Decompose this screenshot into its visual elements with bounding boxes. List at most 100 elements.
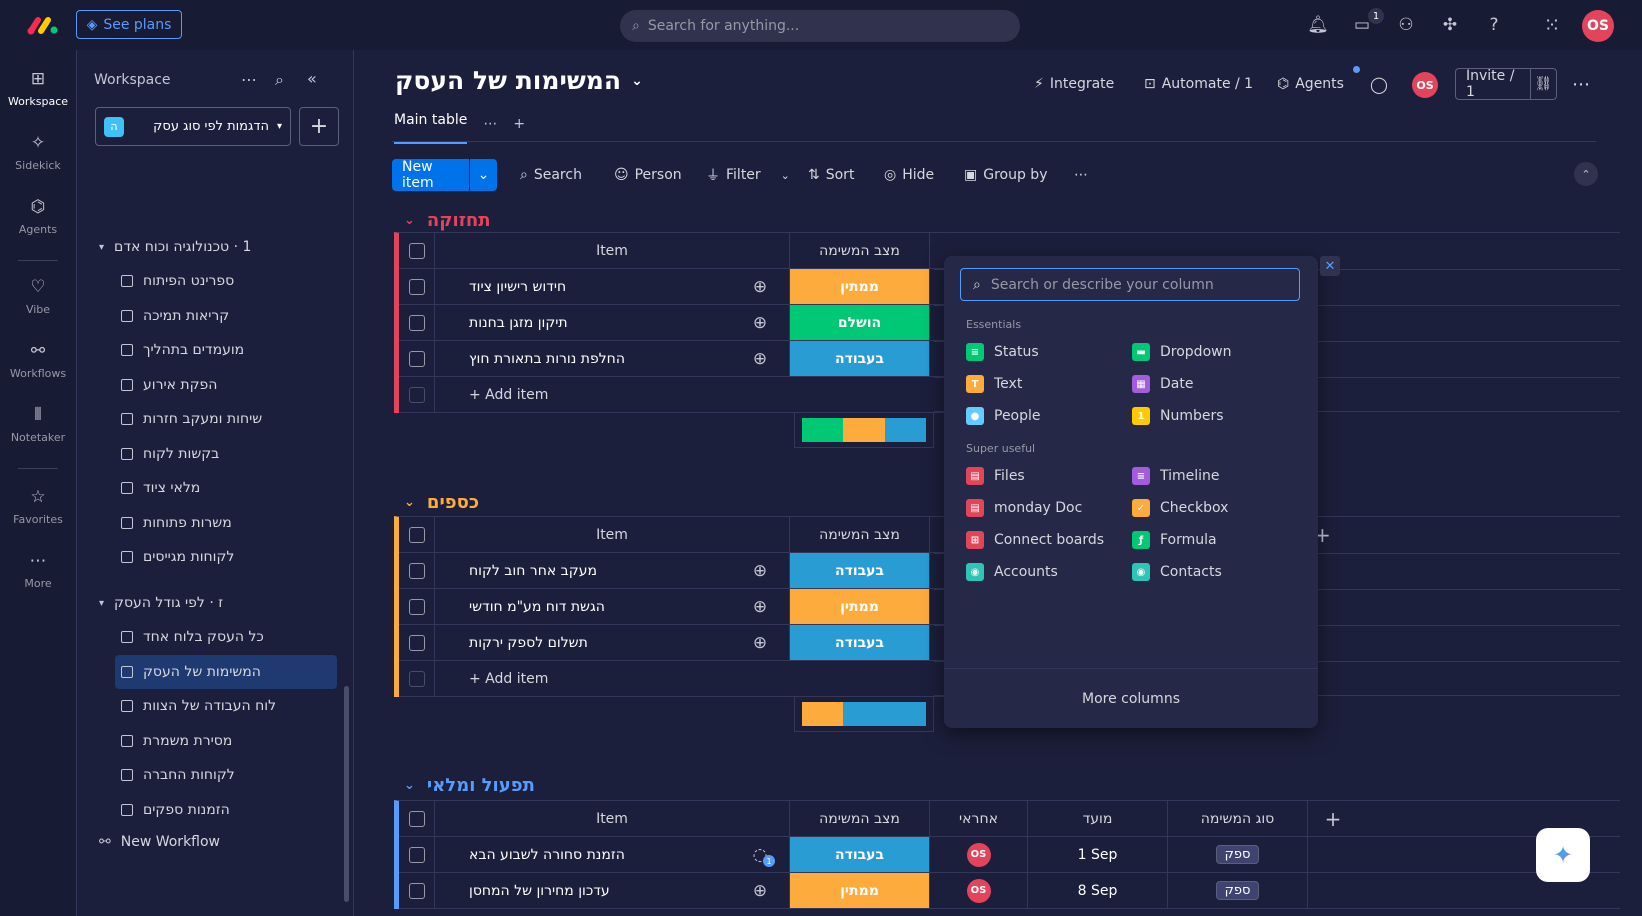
apps-puzzle-icon[interactable]: ✣ <box>1442 15 1458 35</box>
row-checkbox[interactable] <box>408 562 425 579</box>
board-menu-icon[interactable]: ⋯ <box>1572 73 1590 95</box>
global-search-input[interactable]: ⌕ Search for anything... <box>620 10 1020 42</box>
column-type-accounts[interactable]: ◉ Accounts <box>966 558 1058 586</box>
row-checkbox-cell[interactable] <box>399 341 435 376</box>
tab-options-icon[interactable]: ⋯ <box>483 116 498 132</box>
sidebar-board-item[interactable]: מסירת משמרת <box>107 724 337 758</box>
sidebar-board-item[interactable]: לקוחות החברה <box>107 758 337 792</box>
item-cell[interactable]: תשלום לספק ירקות <box>435 625 731 660</box>
filter-tool[interactable]: ⏚ Filter ⌄ <box>706 164 790 186</box>
column-header-item[interactable]: Item <box>435 801 790 836</box>
column-type-text[interactable]: T Text <box>966 370 1022 398</box>
new-workflow-link[interactable]: ⚯ New Workflow <box>99 825 329 859</box>
row-checkbox[interactable] <box>408 846 425 863</box>
item-updates[interactable]: ⊕ <box>731 589 790 624</box>
item-cell[interactable]: החלפת נורות בתאורת חוץ <box>435 341 731 376</box>
item-updates[interactable]: ⊕ <box>731 341 790 376</box>
collapse-header-icon[interactable]: ⌃ <box>1574 162 1598 186</box>
item-cell[interactable]: עדכון מחירון של המחסן <box>435 873 731 908</box>
invite-members-icon[interactable]: ⚇ <box>1398 15 1414 35</box>
sidebar-board-item[interactable]: מלאי ציוד <box>107 471 337 505</box>
column-header-status[interactable]: מצב המשימה <box>790 801 930 836</box>
more-options-icon[interactable]: ⋯ <box>241 70 257 89</box>
row-checkbox-cell[interactable] <box>399 305 435 340</box>
chevron-down-icon[interactable]: ⌄ <box>404 778 415 793</box>
person-filter[interactable]: ☺ Person <box>614 164 682 186</box>
add-column-button[interactable]: + <box>1314 523 1331 547</box>
row-checkbox-cell[interactable] <box>399 873 435 908</box>
add-item-input[interactable]: + Add item <box>435 387 930 403</box>
chevron-down-icon[interactable]: ⌄ <box>780 168 790 182</box>
row-checkbox[interactable] <box>408 350 425 367</box>
column-type-connect-boards[interactable]: ⊞ Connect boards <box>966 526 1104 554</box>
type-cell[interactable]: ספק <box>1168 837 1308 872</box>
close-icon[interactable]: ✕ <box>1320 256 1340 276</box>
board-avatar[interactable]: OS <box>1412 72 1438 98</box>
status-cell[interactable]: ממתין <box>790 269 930 304</box>
column-header-item[interactable]: Item <box>435 233 790 268</box>
column-type-numbers[interactable]: 1 Numbers <box>1132 402 1224 430</box>
group-by-tool[interactable]: ▣ Group by <box>964 164 1047 186</box>
add-column-button[interactable]: + <box>1324 806 1342 831</box>
link-icon[interactable]: ⛓︎ <box>1529 69 1556 99</box>
row-checkbox[interactable] <box>408 386 425 403</box>
sidebar-board-item[interactable]: כל העסק בלוח אחד <box>107 620 337 654</box>
item-updates[interactable]: ⊕ <box>731 625 790 660</box>
sidebar-board-item[interactable]: לקוחות מגייסים <box>107 540 337 574</box>
hide-tool[interactable]: ◎ Hide <box>884 164 934 186</box>
folder-by-size[interactable]: ▾ ז · לפי גודל העסק <box>99 586 329 620</box>
column-type-dropdown[interactable]: ▬ Dropdown <box>1132 338 1231 366</box>
chevron-down-icon[interactable]: ⌄ <box>404 213 415 228</box>
item-cell[interactable]: חידוש רישיון ציוד <box>435 269 731 304</box>
rail-workspace[interactable]: ⊞ Workspace <box>0 60 76 116</box>
sidebar-board-item[interactable]: המשימות של העסק <box>115 654 337 689</box>
column-type-contacts[interactable]: ◉ Contacts <box>1132 558 1222 586</box>
row-checkbox-cell[interactable] <box>399 589 435 624</box>
row-checkbox[interactable] <box>408 634 425 651</box>
sidebar-board-item[interactable]: בקשות לקוח <box>107 437 337 471</box>
sidebar-board-item[interactable]: לוח העבודה של הצוות <box>107 689 337 723</box>
row-checkbox-cell[interactable] <box>399 837 435 872</box>
row-checkbox[interactable] <box>408 314 425 331</box>
column-header-owner[interactable]: אחראי <box>930 801 1028 836</box>
column-type-status[interactable]: ≡ Status <box>966 338 1039 366</box>
column-header-due[interactable]: מועד <box>1028 801 1168 836</box>
due-date-cell[interactable]: 8 Sep <box>1028 873 1168 908</box>
column-header-status[interactable]: מצב המשימה <box>790 517 930 552</box>
status-cell[interactable]: הושלם <box>790 305 930 340</box>
item-updates[interactable]: ⊕ <box>731 269 790 304</box>
status-cell[interactable]: בעבודה <box>790 341 930 376</box>
status-cell[interactable]: בעבודה <box>790 837 930 872</box>
table-row[interactable]: עדכון מחירון של המחסן ⊕ ממתין OS 8 Sep ספק <box>399 873 1620 909</box>
add-item-row[interactable]: + Add item <box>399 661 946 697</box>
row-checkbox[interactable] <box>408 670 425 687</box>
group-title[interactable]: ⌄ כספים <box>404 492 479 513</box>
table-row[interactable]: הזמנת סחורה לשבוע הבא ◌ 1 בעבודה OS 1 Sep ספק <box>399 837 1620 873</box>
invite-button[interactable]: Invite / 1 ⛓︎ <box>1455 68 1557 100</box>
row-checkbox-cell[interactable] <box>399 233 435 268</box>
status-summary-cell[interactable] <box>794 696 934 732</box>
sidebar-board-item[interactable]: קריאות תמיכה <box>107 299 337 333</box>
sidebar-board-item[interactable]: הפקת אירוע <box>107 368 337 402</box>
row-checkbox[interactable] <box>408 242 425 259</box>
row-checkbox-cell[interactable] <box>399 661 435 696</box>
sidebar-board-item[interactable]: ספרינט הפיתוח <box>107 264 337 298</box>
column-type-monday-doc[interactable]: ▤ monday Doc <box>966 494 1082 522</box>
item-cell[interactable]: מעקב אחר חוב לקוח <box>435 553 731 588</box>
rail-workflows[interactable]: ⚯ Workflows <box>0 332 76 388</box>
sidebar-board-item[interactable]: הזמנות ספקים <box>107 793 337 827</box>
search-tool[interactable]: ⌕ Search <box>520 164 582 186</box>
search-icon[interactable]: ⌕ <box>275 70 284 89</box>
integrate-button[interactable]: ⚡︎ Integrate <box>1034 70 1114 98</box>
rail-notetaker[interactable]: ⦀ Notetaker <box>0 396 76 452</box>
column-type-date[interactable]: ▦ Date <box>1132 370 1193 398</box>
row-checkbox-cell[interactable] <box>399 625 435 660</box>
column-search-input[interactable]: ⌕ Search or describe your column <box>960 268 1300 301</box>
type-cell[interactable]: ספק <box>1168 873 1308 908</box>
status-cell[interactable]: בעבודה <box>790 625 930 660</box>
row-checkbox[interactable] <box>408 810 425 827</box>
item-updates[interactable]: ⊕ <box>731 305 790 340</box>
item-cell[interactable]: הגשת דוח מע"מ חודשי <box>435 589 731 624</box>
column-header-type[interactable]: סוג המשימה <box>1168 801 1308 836</box>
sidebar-board-item[interactable]: שיחות ומעקב חזרות <box>107 402 337 436</box>
